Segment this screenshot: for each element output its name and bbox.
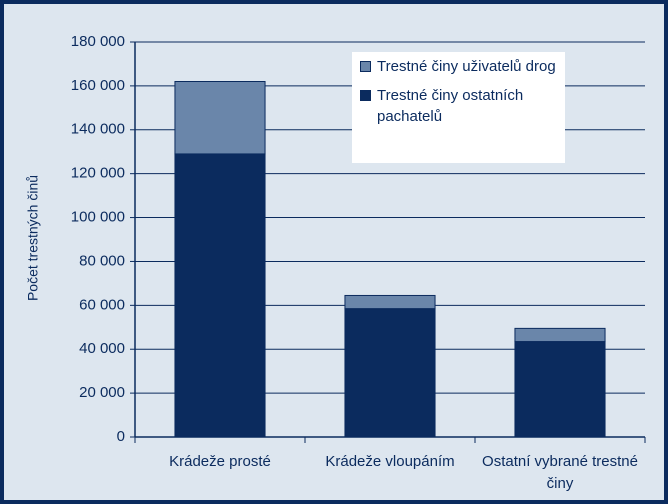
x-tick-label: Krádeže vloupáním [325, 453, 455, 470]
legend-item: Trestné činy uživatelů drog [360, 56, 557, 77]
y-tick-label: 120 000 [71, 165, 125, 182]
bar-segment [174, 153, 266, 438]
y-tick-label: 40 000 [79, 340, 125, 357]
legend-label: Trestné činy uživatelů drog [377, 58, 556, 75]
legend-swatch [360, 61, 371, 72]
x-tick-label: Krádeže prosté [169, 453, 271, 470]
y-tick-label: 60 000 [79, 296, 125, 313]
bar-segment [514, 341, 606, 438]
bar-segment [174, 81, 266, 155]
y-tick-label: 0 [117, 428, 125, 445]
y-axis-label: Počet trestných činů [25, 175, 41, 301]
bar-segment [344, 308, 436, 438]
y-tick-label: 180 000 [71, 33, 125, 50]
y-tick-label: 160 000 [71, 77, 125, 94]
x-tick-label: Ostatní vybrané trestné činy [482, 453, 638, 492]
y-tick-label: 100 000 [71, 209, 125, 226]
y-tick-label: 140 000 [71, 121, 125, 138]
legend: Trestné činy uživatelů drog Trestné činy … [352, 52, 565, 163]
legend-item: Trestné činy ostatních pachatelů [360, 85, 557, 127]
y-tick-label: 20 000 [79, 384, 125, 401]
legend-swatch [360, 90, 371, 101]
y-tick-label: 80 000 [79, 252, 125, 269]
bar-segment [514, 327, 606, 343]
legend-label: Trestné činy ostatních pachatelů [377, 87, 524, 125]
bar-segment [344, 294, 436, 310]
